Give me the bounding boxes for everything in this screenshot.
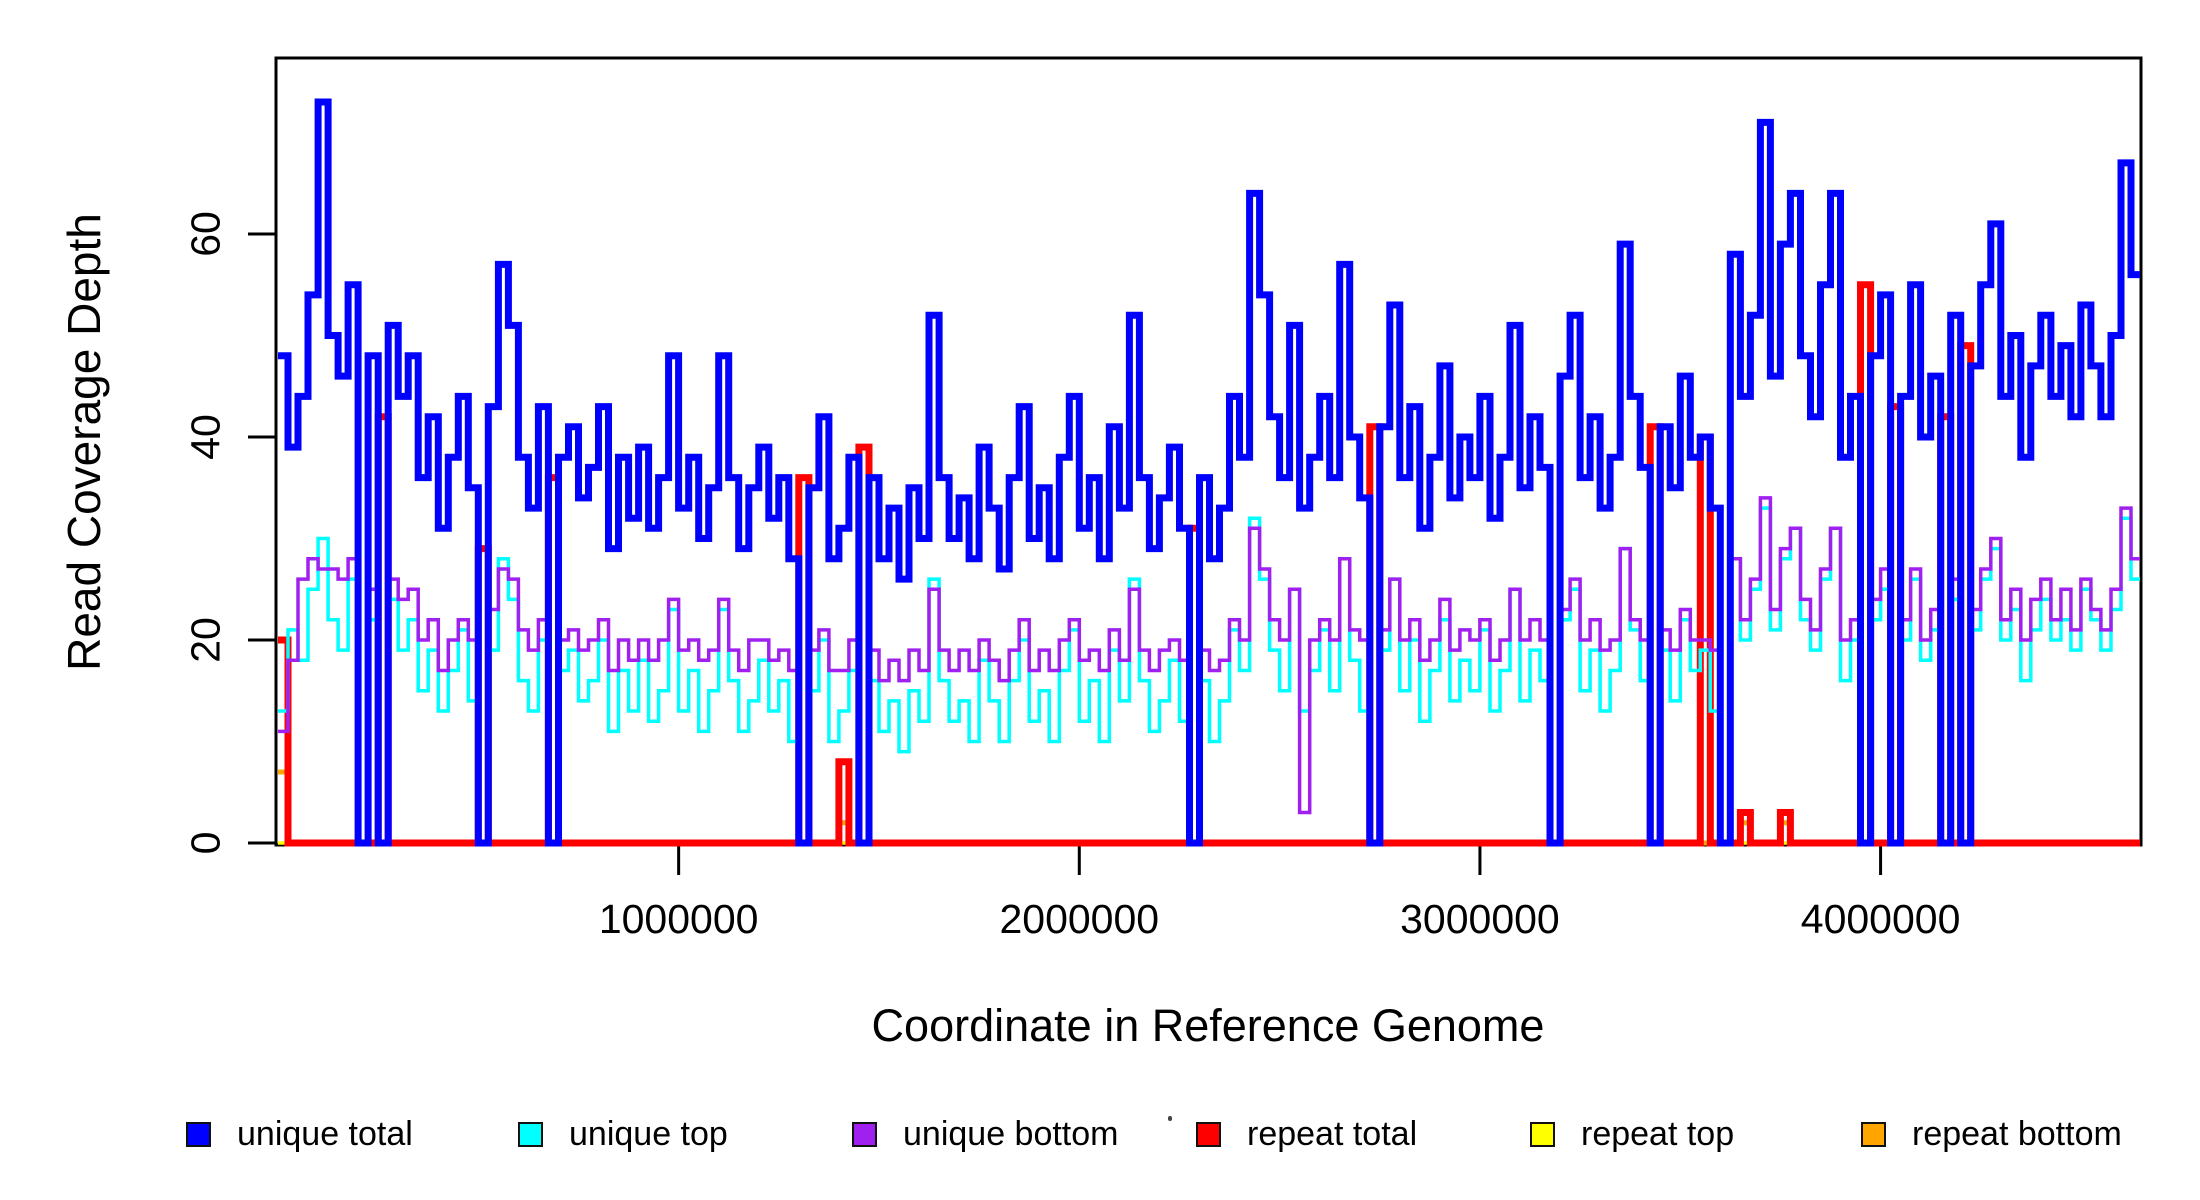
legend-label-unique-top: unique top [569,1114,728,1153]
series-repeat-total-line [278,281,2140,847]
legend-label-repeat-total: repeat total [1247,1114,1418,1153]
y-tick-label-40: 40 [182,414,229,460]
y-tick-label-20: 20 [182,617,229,663]
repeat-top-swatch-icon [1530,1121,1555,1147]
x-tick-label-4000000: 4000000 [1800,896,1961,942]
x-tick-label-2000000: 2000000 [999,896,1160,942]
unique-total-swatch-icon [186,1121,211,1147]
legend-item-repeat-total: repeat total [1196,1112,1417,1156]
y-axis-title: Read Coverage Depth [58,213,110,671]
legend-item-repeat-top: repeat top [1530,1112,1734,1156]
x-axis-title: Coordinate in Reference Genome [871,1000,1545,1051]
x-tick-label-3000000: 3000000 [1400,896,1560,942]
repeat-bottom-swatch-icon [1861,1121,1886,1147]
legend: unique total unique top unique bottom re… [0,1112,2200,1162]
legend-item-unique-total: unique total [186,1112,413,1156]
x-tick-label-1000000: 1000000 [598,896,759,942]
unique-bottom-swatch-icon [852,1121,877,1147]
legend-label-repeat-top: repeat top [1581,1114,1735,1153]
series-unique-total-line [278,98,2140,847]
legend-item-unique-top: unique top [518,1112,728,1156]
legend-label-unique-total: unique total [237,1114,413,1153]
stray-dot-artifact [1168,1116,1172,1121]
legend-label-unique-bottom: unique bottom [903,1114,1119,1153]
repeat-total-swatch-icon [1196,1121,1221,1147]
legend-item-repeat-bottom: repeat bottom [1861,1112,2122,1156]
legend-label-repeat-bottom: repeat bottom [1912,1114,2122,1153]
unique-top-swatch-icon [518,1121,543,1147]
y-tick-label-60: 60 [182,211,229,257]
legend-item-unique-bottom: unique bottom [852,1112,1119,1156]
y-tick-label-0: 0 [182,831,229,855]
series-unique-bottom-line [278,496,2140,845]
